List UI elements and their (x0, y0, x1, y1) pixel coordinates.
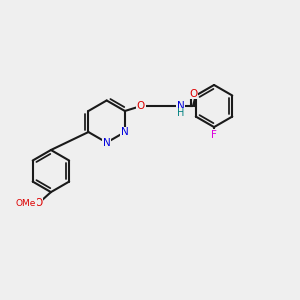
Text: N: N (121, 127, 129, 137)
Text: N: N (177, 101, 184, 111)
Text: O: O (137, 101, 145, 111)
Text: O: O (34, 198, 43, 208)
Text: O: O (189, 89, 197, 99)
Text: OMe: OMe (16, 199, 36, 208)
Text: N: N (103, 138, 110, 148)
Text: H: H (177, 109, 184, 118)
Text: F: F (211, 130, 217, 140)
